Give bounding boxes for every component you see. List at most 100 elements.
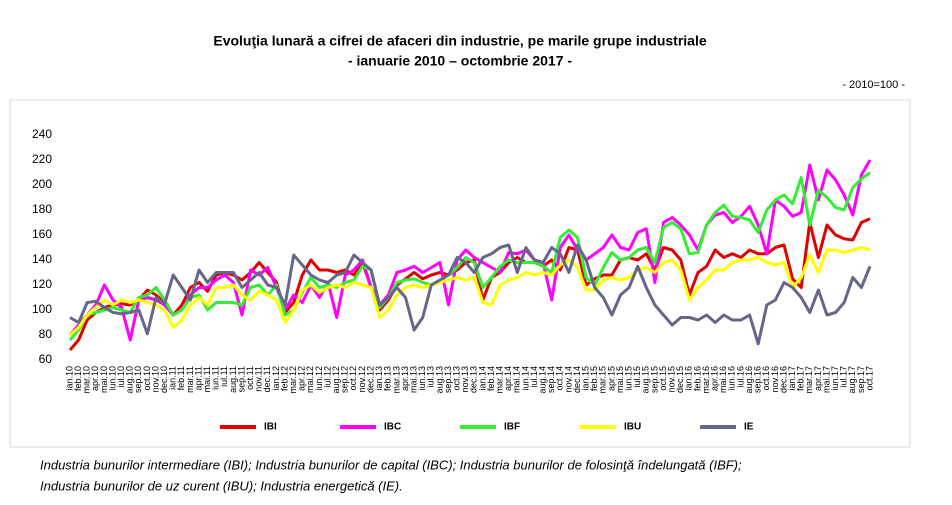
legend-label: IE [744,422,754,433]
x-tick-label: iun.13 [417,366,427,391]
x-tick-label: sep.10 [133,366,143,393]
x-tick-label: feb.14 [486,366,496,391]
x-tick-label: feb.13 [383,366,393,391]
x-tick-label: dec.11 [262,366,272,392]
x-tick-label: iul.12 [322,366,332,388]
x-tick-label: oct.13 [451,366,461,391]
x-tick-label: iun.15 [624,366,634,391]
chart-title: Evoluţia lunară a cifrei de afaceri din … [213,33,706,49]
y-tick-label: 100 [32,302,52,316]
x-tick-label: oct.10 [142,366,152,391]
y-tick-label: 140 [32,252,52,266]
series-line [68,217,871,351]
x-tick-label: mar.14 [494,366,504,394]
x-tick-label: aug.12 [331,366,341,394]
series-line [68,159,872,342]
series-line [69,246,871,337]
x-tick-label: iun.16 [727,366,737,391]
x-tick-label: feb.16 [692,366,702,391]
x-tick-label: iun.17 [830,366,840,391]
x-tick-label: mar.11 [185,366,195,393]
y-tick-label: 220 [32,152,52,166]
x-tick-label: sep.17 [856,366,866,393]
x-tick-label: apr.10 [90,366,100,391]
x-tick-label: feb.10 [73,366,83,391]
x-tick-label: sep.15 [649,366,659,393]
x-tick-label: sep.11 [236,366,246,392]
x-tick-label: iun.11 [211,366,221,390]
y-tick-label: 160 [32,227,52,241]
x-tick-label: dec.13 [469,366,479,393]
x-tick-label: feb.11 [176,366,186,390]
x-tick-label: oct.17 [864,366,874,391]
x-tick-label: aug.10 [125,366,135,394]
x-tick-label: nov.12 [357,366,367,392]
x-tick-label: nov.11 [254,366,264,392]
y-tick-label: 200 [32,177,52,191]
chart-subtitle: - ianuarie 2010 – octombrie 2017 - [348,53,572,69]
x-tick-label: apr.15 [606,366,616,391]
legend-label: IBI [264,422,277,433]
x-tick-label: dec.12 [365,366,375,393]
x-tick-label: mar.17 [804,366,814,394]
y-tick-label: 120 [32,277,52,291]
x-tick-label: iun.14 [520,366,530,391]
x-tick-label: mar.10 [82,366,92,394]
x-tick-label: nov.10 [150,366,160,392]
legend-label: IBC [384,422,401,433]
x-tick-label: iun.12 [314,366,324,391]
x-tick-label: feb.15 [589,366,599,391]
x-tick-label: ian.17 [787,366,797,391]
x-tick-label: nov.15 [667,366,677,392]
x-tick-label: feb.12 [279,366,289,391]
legend-label: IBU [624,422,641,433]
x-tick-label: iul.10 [116,366,126,388]
x-tick-label: iul.13 [426,366,436,388]
y-tick-label: 60 [39,352,53,366]
x-tick-label: mai.13 [408,366,418,393]
x-tick-label: iun.10 [107,366,117,391]
x-tick-label: mai.10 [99,366,109,393]
x-tick-label: iul.14 [529,366,539,388]
x-tick-label: iul.11 [219,366,229,387]
x-tick-label: aug.15 [641,366,651,394]
x-tick-label: sep.13 [443,366,453,393]
footnote: Industria bunurilor de uz curent (IBU); … [40,478,403,493]
x-tick-label: ian.10 [64,366,74,391]
x-tick-label: apr.17 [813,366,823,391]
x-tick-label: dec.16 [778,366,788,393]
x-tick-label: iul.15 [632,366,642,388]
x-tick-label: nov.14 [563,366,573,392]
x-tick-label: apr.12 [297,366,307,391]
x-tick-label: ian.13 [374,366,384,391]
x-tick-label: mar.13 [391,366,401,394]
x-tick-label: ian.12 [271,366,281,391]
x-tick-label: aug.14 [537,366,547,394]
x-tick-label: mar.16 [701,366,711,394]
x-tick-label: mai.15 [615,366,625,393]
y-tick-label: 180 [32,202,52,216]
x-tick-label: ian.14 [477,366,487,391]
x-tick-label: aug.17 [847,366,857,394]
x-tick-label: dec.15 [675,366,685,393]
x-tick-label: oct.16 [761,366,771,391]
x-tick-label: iul.17 [839,366,849,388]
x-tick-label: ian.11 [168,366,178,390]
footnote: Industria bunurilor intermediare (IBI); … [40,457,742,472]
x-tick-label: feb.17 [796,366,806,391]
x-tick-label: ian.15 [581,366,591,391]
x-tick-label: aug.13 [434,366,444,394]
x-tick-label: mai.12 [305,366,315,393]
x-tick-label: nov.16 [770,366,780,392]
base-note: - 2010=100 - [842,79,905,91]
x-tick-label: oct.15 [658,366,668,391]
x-tick-label: mai.11 [202,366,212,392]
x-tick-label: ian.16 [684,366,694,391]
x-tick-label: apr.13 [400,366,410,391]
x-tick-label: mai.14 [512,366,522,393]
x-tick-label: mai.17 [821,366,831,393]
x-tick-label: sep.14 [546,366,556,393]
x-tick-label: mai.16 [718,366,728,393]
